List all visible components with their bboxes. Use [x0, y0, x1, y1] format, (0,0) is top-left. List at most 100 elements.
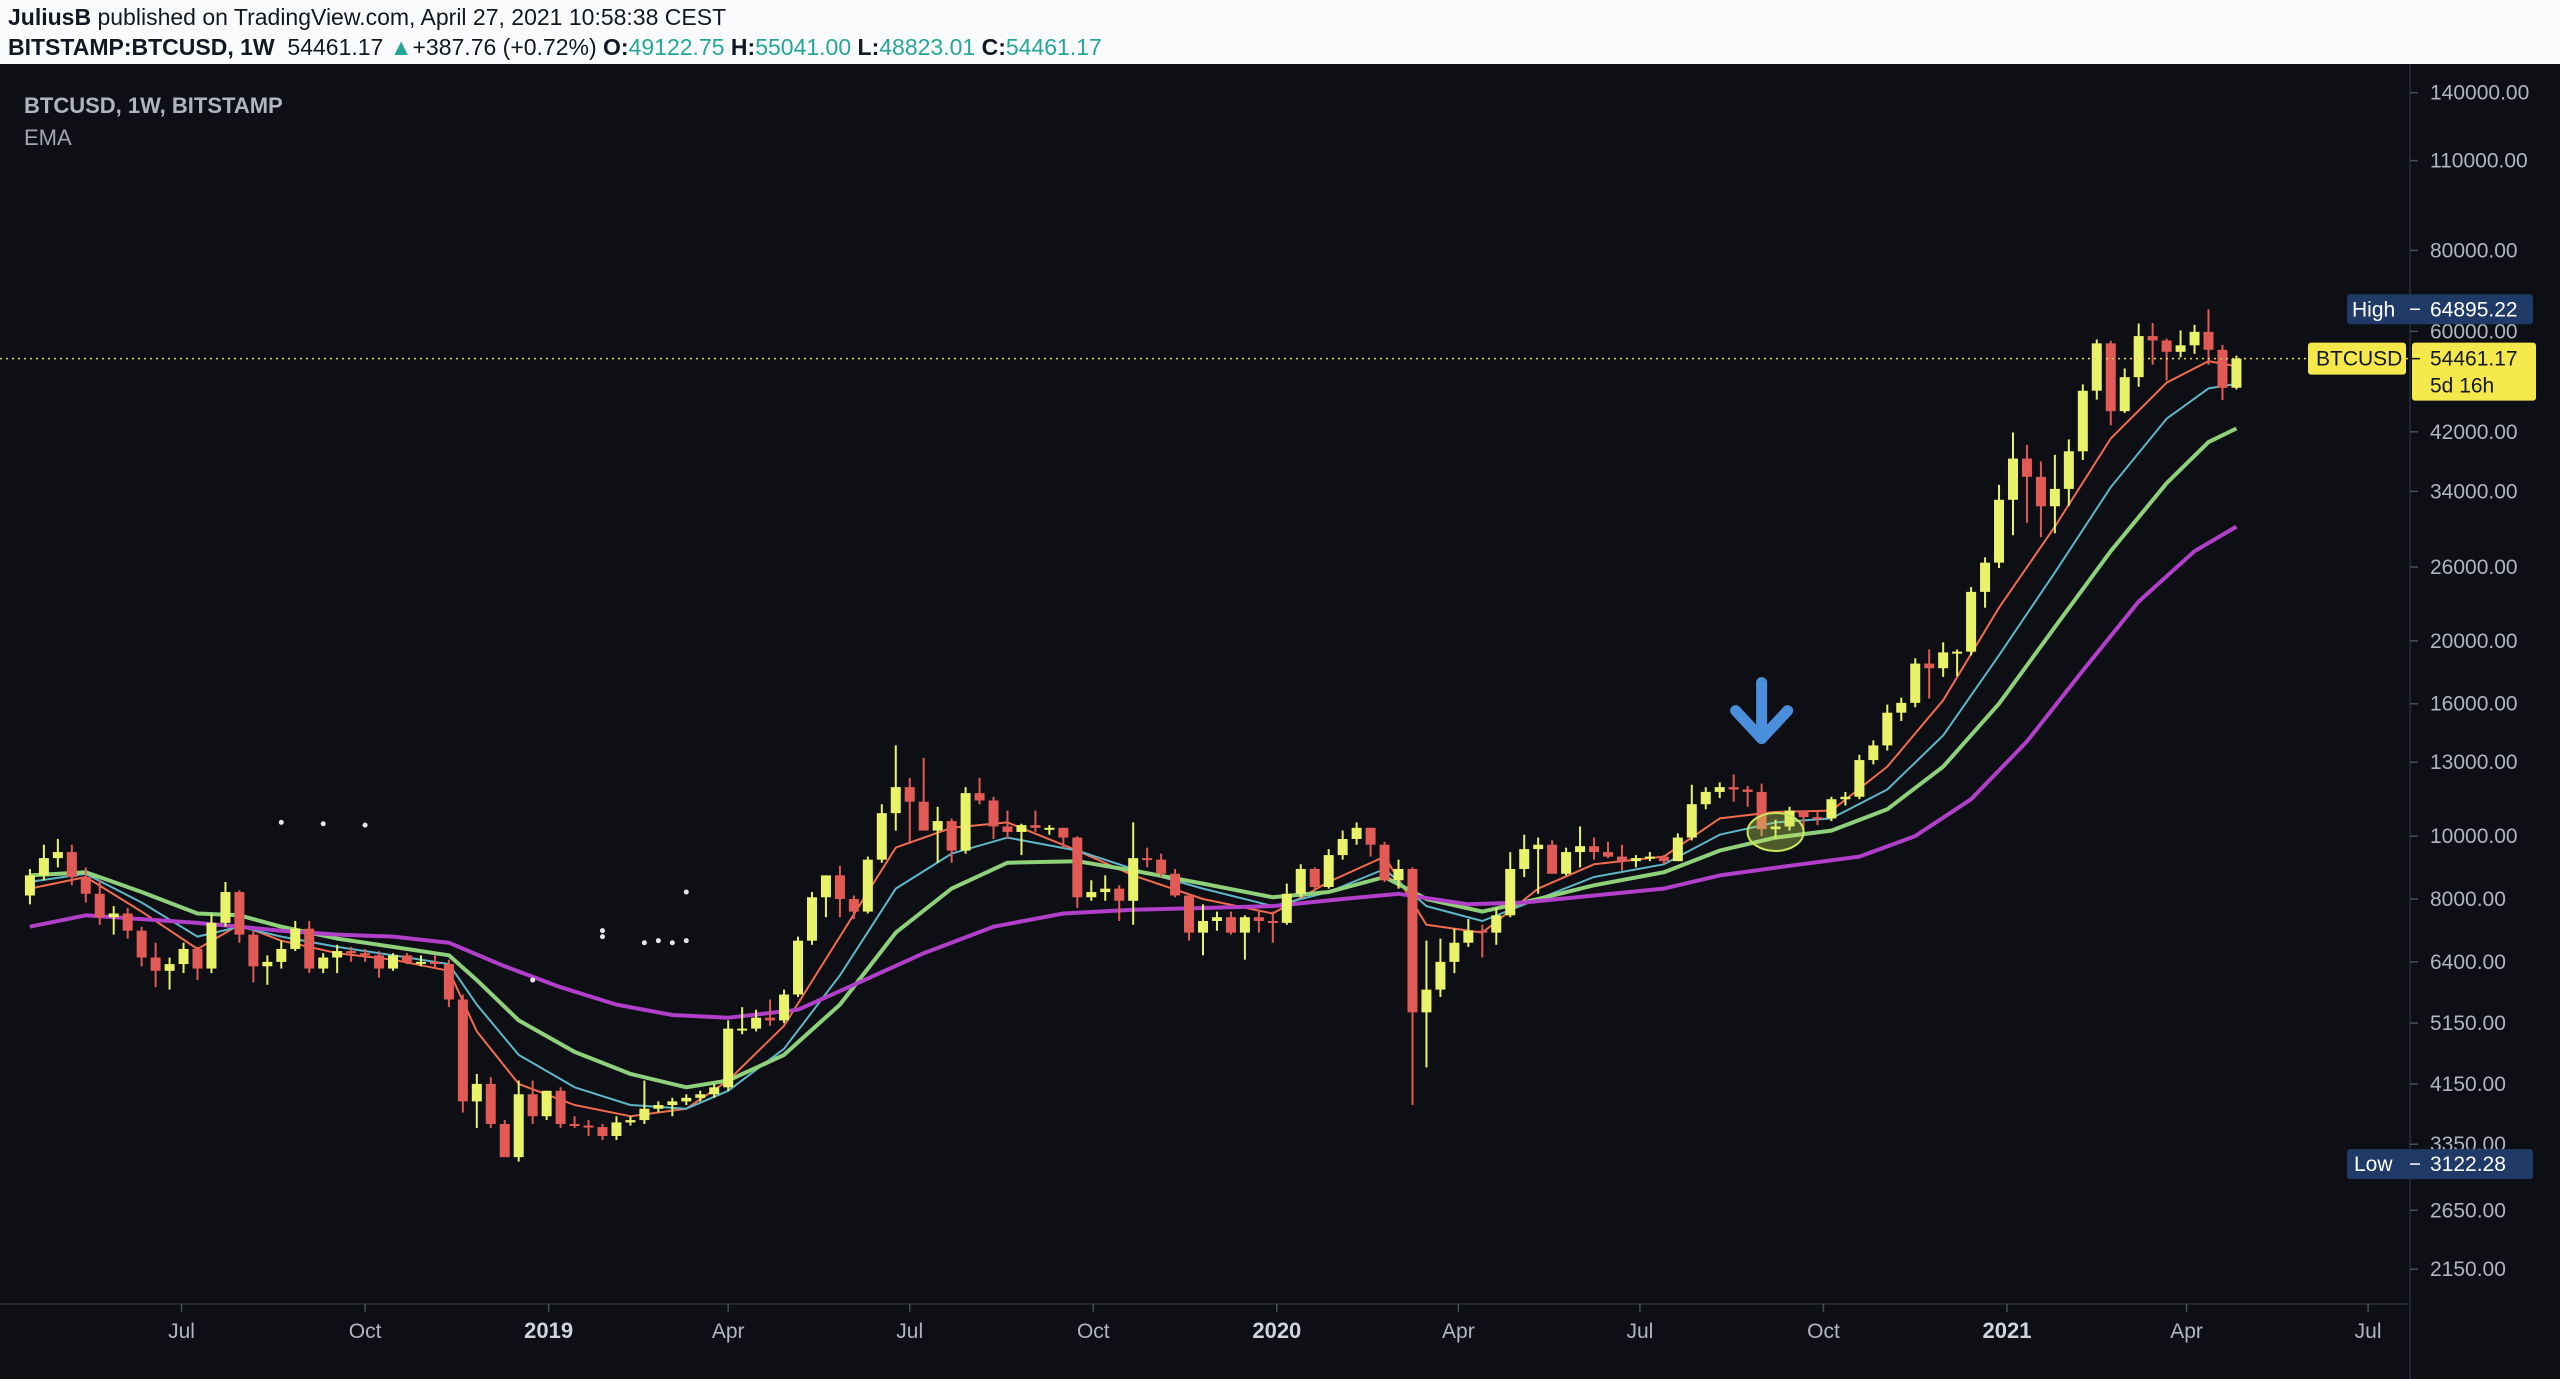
candle-body: [513, 1094, 524, 1158]
candle-body: [1714, 787, 1725, 792]
candle-body: [401, 955, 412, 962]
candle-body: [178, 948, 189, 965]
candle: [1714, 782, 1725, 798]
candle-body: [1058, 827, 1069, 838]
legend-title[interactable]: BTCUSD, 1W, BITSTAMP: [24, 93, 283, 118]
candle: [723, 1020, 734, 1091]
candle-body: [1477, 930, 1488, 933]
down-arrow-icon: [1730, 677, 1794, 745]
candle-body: [583, 1125, 594, 1128]
low-price-tag: Low 3122.28: [2347, 1149, 2533, 1180]
candle-body: [806, 897, 817, 941]
candle: [653, 1101, 664, 1113]
candle-body: [262, 961, 273, 967]
candle: [136, 926, 147, 967]
candle: [374, 951, 385, 978]
candle: [2077, 384, 2088, 461]
candle-body: [2119, 377, 2130, 412]
candle: [1630, 855, 1641, 868]
candle: [611, 1116, 622, 1141]
candle-body: [625, 1120, 636, 1123]
candle: [1896, 697, 1907, 721]
price-tag-value: 54461.17: [2430, 348, 2518, 371]
candle-body: [2077, 390, 2088, 452]
price-tick-label: 140000.00: [2430, 82, 2529, 105]
candle: [681, 1094, 692, 1106]
candle-body: [94, 893, 105, 918]
candle: [1728, 774, 1739, 802]
candle: [1142, 847, 1153, 868]
candle-body: [932, 821, 943, 831]
candle: [820, 875, 831, 918]
candle-body: [1896, 702, 1907, 713]
candle: [513, 1080, 524, 1162]
candle-body: [974, 793, 985, 801]
publication-header: JuliusB published on TradingView.com, Ap…: [0, 0, 2560, 64]
candle: [220, 881, 231, 927]
marker-dot: [600, 934, 605, 940]
candle-body: [360, 953, 371, 956]
candle: [2007, 432, 2018, 536]
candle: [1002, 810, 1013, 839]
candle-body: [1658, 856, 1669, 862]
low-tag-value: 3122.28: [2430, 1153, 2506, 1176]
candle-body: [304, 928, 315, 969]
candle: [960, 787, 971, 854]
legend-indicator[interactable]: EMA: [24, 125, 72, 150]
candle: [904, 777, 915, 842]
candle: [164, 957, 175, 990]
high-tag-label: High: [2352, 298, 2395, 321]
candle-body: [569, 1123, 580, 1126]
candle: [1184, 893, 1195, 941]
candle-body: [1239, 917, 1250, 933]
candle-body: [1463, 930, 1474, 943]
symbol-label[interactable]: BITSTAMP:BTCUSD, 1W: [8, 34, 275, 60]
price-chart[interactable]: 140000.00 110000.00 80000.00 60000.00 42000.…: [0, 64, 2560, 1379]
candle: [751, 1009, 762, 1032]
candle: [1882, 704, 1893, 751]
candle: [1491, 907, 1502, 945]
candle: [1100, 875, 1111, 901]
publication-line: JuliusB published on TradingView.com, Ap…: [8, 2, 726, 32]
candle: [667, 1097, 678, 1117]
candle: [1239, 915, 1250, 960]
candle-body: [1868, 745, 1879, 761]
candle: [1016, 823, 1027, 856]
candle: [1449, 928, 1460, 974]
candle: [1323, 849, 1334, 889]
marker-dot: [683, 938, 689, 944]
candle-body: [1421, 989, 1432, 1013]
chart-background: [0, 64, 2560, 1379]
candle: [1561, 847, 1572, 876]
time-axis[interactable]: Jul Oct 2019 Apr Jul Oct 2020 Apr Jul Oct 2021 Apr J…: [168, 1304, 2382, 1343]
price-tick-label: 80000.00: [2430, 239, 2518, 262]
candle-body: [1686, 804, 1697, 838]
close-value: 54461.17: [1005, 34, 1102, 60]
candle-body: [2147, 336, 2158, 341]
candle: [2091, 339, 2102, 400]
candle: [290, 920, 301, 952]
open-value: 49122.75: [628, 34, 725, 60]
candle-body: [1519, 849, 1530, 869]
candle: [583, 1120, 594, 1136]
candle-body: [388, 955, 399, 969]
candle-body: [1910, 663, 1921, 703]
candle-body: [1840, 796, 1851, 800]
candle-body: [1253, 917, 1264, 921]
candle: [401, 953, 412, 965]
candle-body: [1435, 961, 1446, 990]
price-axis[interactable]: 140000.00 110000.00 80000.00 60000.00 42000.…: [2410, 82, 2529, 1282]
author-name[interactable]: JuliusB: [8, 4, 92, 30]
low-tag-label: Low: [2354, 1153, 2393, 1176]
candle-body: [1770, 826, 1781, 830]
ohlc-line: BITSTAMP:BTCUSD, 1W 54461.17 ▲+387.76 (+…: [8, 32, 1102, 62]
candle-body: [1924, 663, 1935, 669]
candle-body: [653, 1105, 664, 1109]
candle-body: [737, 1028, 748, 1031]
candle-body: [2175, 345, 2186, 352]
candle: [1435, 938, 1446, 997]
candle: [1672, 833, 1683, 862]
candle-body: [1952, 651, 1963, 654]
candle: [24, 868, 35, 905]
annotations: [0, 357, 2410, 983]
